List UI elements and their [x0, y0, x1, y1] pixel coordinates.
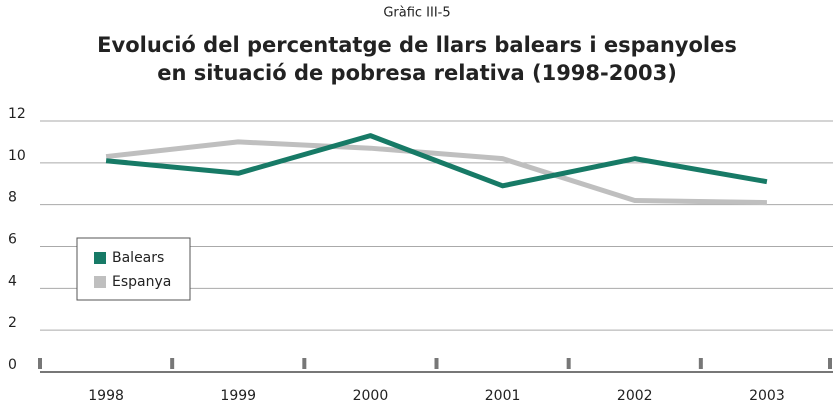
x-tick-label: 2002	[617, 388, 653, 404]
legend-swatch	[94, 252, 106, 264]
legend-swatch	[94, 276, 106, 288]
x-tick	[434, 358, 439, 369]
x-tick	[566, 358, 571, 369]
x-tick-label: 2003	[749, 388, 785, 404]
y-tick-label: 6	[8, 232, 17, 248]
legend-label: Balears	[112, 250, 164, 266]
chart-title: en situació de pobresa relativa (1998-20…	[157, 61, 677, 85]
x-tick	[698, 358, 703, 369]
y-tick-label: 2	[8, 315, 17, 331]
x-tick	[828, 358, 832, 369]
x-tick	[170, 358, 175, 369]
chart-title: Evolució del percentatge de llars balear…	[97, 33, 737, 57]
x-tick	[302, 358, 307, 369]
chart-supertitle: Gràfic III-5	[383, 6, 450, 21]
x-tick	[38, 358, 42, 369]
x-tick-label: 1998	[88, 388, 124, 404]
x-tick-label: 2001	[485, 388, 521, 404]
y-tick-label: 10	[8, 148, 26, 164]
y-tick-label: 8	[8, 190, 17, 206]
y-tick-label: 4	[8, 273, 17, 289]
y-tick-label: 12	[8, 106, 26, 122]
series-line	[105, 139, 767, 206]
x-tick-label: 2000	[353, 388, 389, 404]
x-tick-label: 1999	[220, 388, 256, 404]
y-tick-label: 0	[8, 357, 17, 373]
legend-box	[76, 237, 191, 301]
series-line	[105, 133, 768, 189]
legend-label: Espanya	[112, 274, 171, 290]
